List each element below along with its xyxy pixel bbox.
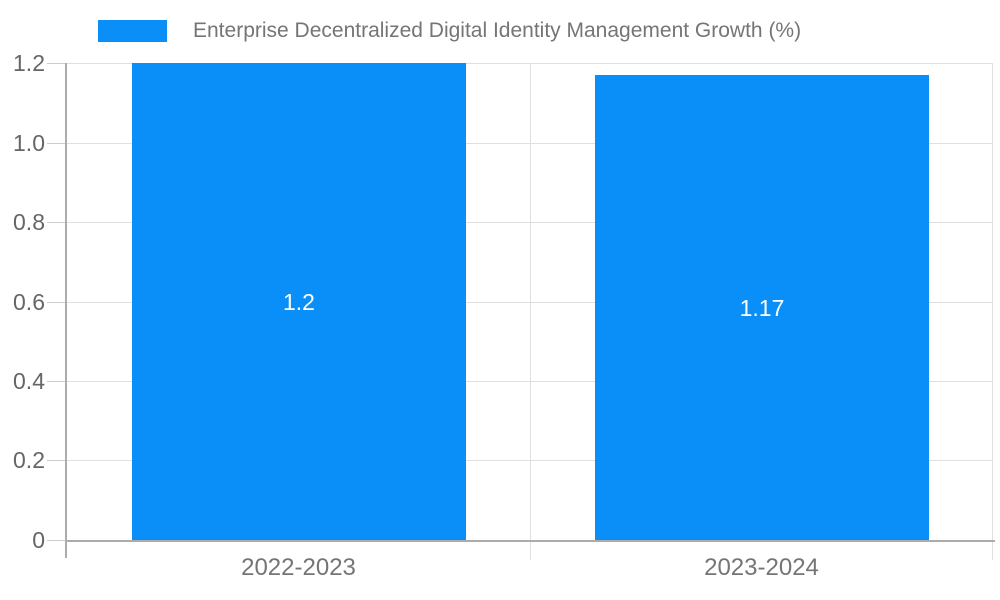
y-axis-tick xyxy=(47,63,67,64)
legend-label: Enterprise Decentralized Digital Identit… xyxy=(193,19,802,42)
bar-value-label: 1.2 xyxy=(283,288,315,315)
category-separator xyxy=(530,63,531,560)
legend: Enterprise Decentralized Digital Identit… xyxy=(98,18,801,44)
plot-right-border xyxy=(992,63,993,560)
y-tick-label: 0.6 xyxy=(13,289,45,315)
y-tick-label: 1.0 xyxy=(13,130,45,156)
x-axis-line xyxy=(65,540,995,542)
y-axis-tick xyxy=(47,222,67,223)
y-tick-label: 0.8 xyxy=(13,209,45,235)
y-tick-label: 0.2 xyxy=(13,447,45,473)
y-tick-label: 0 xyxy=(32,527,45,553)
y-axis-tick xyxy=(47,143,67,144)
y-axis-tick xyxy=(47,381,67,382)
y-axis-line xyxy=(65,63,67,558)
y-tick-label: 0.4 xyxy=(13,368,45,394)
bar: 1.17 xyxy=(595,75,929,540)
x-category-label: 2022-2023 xyxy=(241,554,356,581)
legend-swatch xyxy=(98,20,167,42)
bar: 1.2 xyxy=(132,63,466,540)
y-tick-label: 1.2 xyxy=(13,50,45,76)
bar-value-label: 1.17 xyxy=(739,294,785,321)
y-axis-tick xyxy=(47,460,67,461)
y-axis-tick xyxy=(47,540,67,541)
x-category-label: 2023-2024 xyxy=(704,554,819,581)
y-axis-tick xyxy=(47,302,67,303)
